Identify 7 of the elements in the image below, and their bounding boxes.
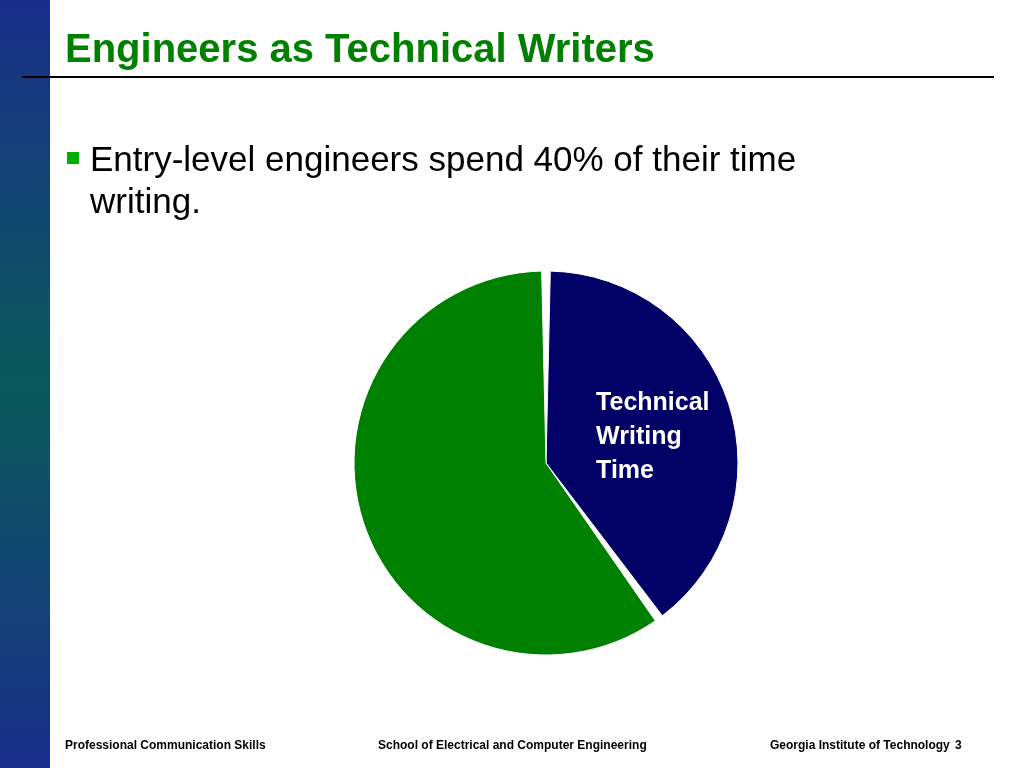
- chart-title: Engineers as Technical Writers: [65, 26, 655, 71]
- chart-subtitle: Entry-level engineers spend 40% of their time writing.: [90, 138, 798, 222]
- text: Georgia Institute of Technology: [770, 738, 950, 752]
- text: 3: [955, 738, 962, 752]
- slice-label: Technical Writing Time: [596, 387, 710, 484]
- text: Professional Communication Skills: [65, 738, 266, 752]
- text: School of Electrical and Computer Engineering: [378, 738, 647, 752]
